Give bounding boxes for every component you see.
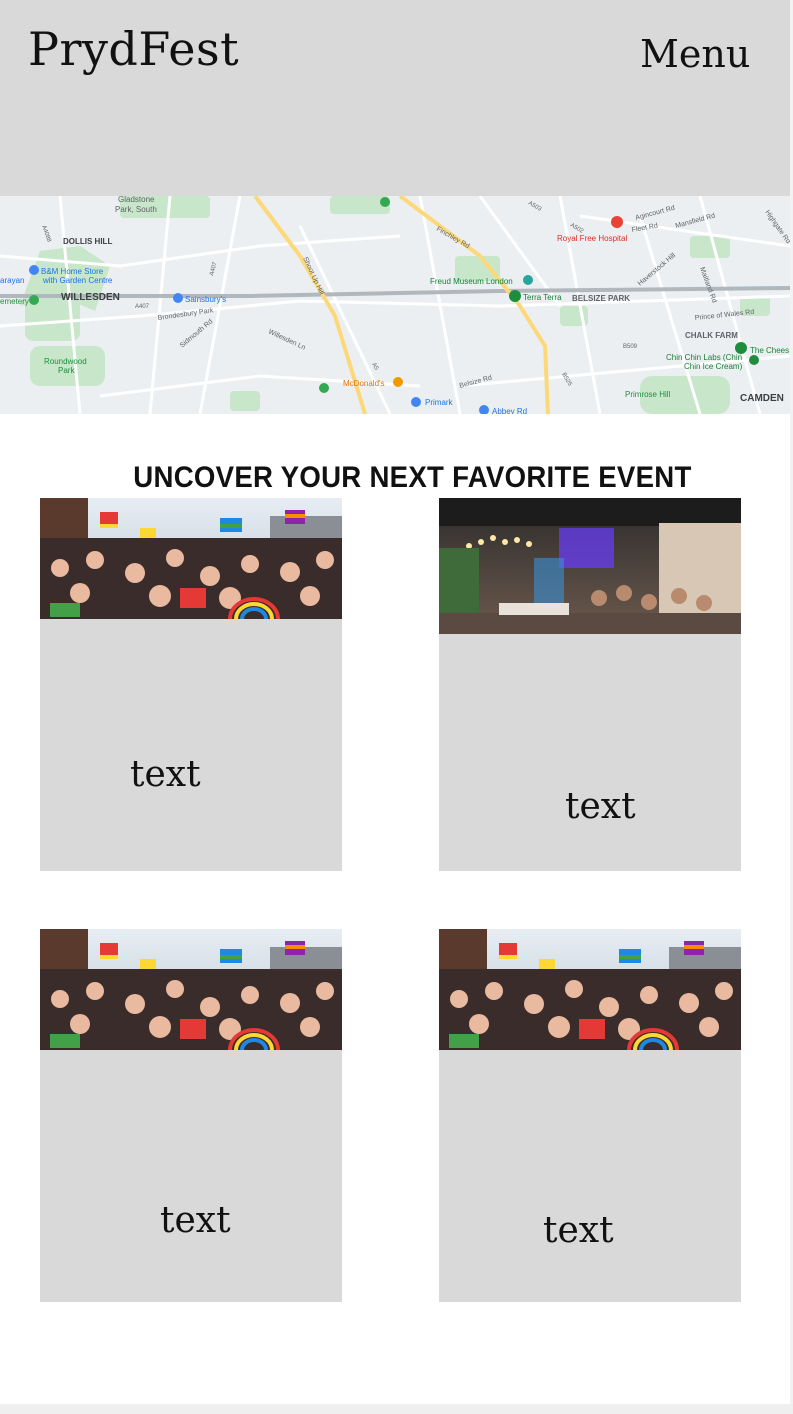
site-header: PrydFest Menu: [0, 0, 790, 196]
map-canvas[interactable]: Gladstone Park, South DOLLIS HILL B&M Ho…: [0, 196, 790, 414]
event-card-label: text: [160, 1200, 231, 1241]
map-label: BELSIZE PARK: [572, 294, 630, 303]
event-card[interactable]: text: [40, 498, 342, 871]
page-bottom-edge: [0, 1404, 793, 1414]
map-label: Primrose Hill: [625, 390, 671, 399]
map-label: Freud Museum London: [430, 277, 513, 286]
map-label: A407: [209, 261, 219, 277]
map-label: Abbey Rd: [492, 407, 527, 414]
event-photo: [439, 498, 741, 634]
event-card-label: text: [565, 786, 636, 827]
map-label: A5: [370, 362, 379, 372]
map-label: arayan: [0, 276, 24, 285]
event-card[interactable]: text: [439, 498, 741, 871]
event-photo: [40, 498, 342, 619]
event-card[interactable]: text: [40, 929, 342, 1302]
map-label: Sainsbury's: [185, 295, 226, 304]
map-label: Park, South: [115, 205, 157, 214]
map-label: Fleet Rd: [631, 222, 658, 234]
map-label: The Chees: [750, 346, 789, 355]
map-label: B&M Home Store: [41, 267, 104, 276]
map-label: A407: [135, 304, 150, 310]
map-label: B509: [623, 344, 638, 350]
section-heading: UNCOVER YOUR NEXT FAVORITE EVENT: [133, 460, 692, 494]
map-label: Terra Terra: [523, 293, 562, 302]
map-label: Park: [58, 366, 75, 375]
map-label: emetery: [0, 297, 29, 306]
map-label: WILLESDEN: [61, 292, 120, 303]
map-label: Royal Free Hospital: [557, 234, 627, 243]
event-card-label: text: [130, 754, 201, 795]
map-label: Primark: [425, 398, 454, 407]
map-label: McDonald's: [343, 379, 385, 388]
map-label: A4088: [40, 225, 52, 244]
event-photo: [439, 929, 741, 1050]
map-label: Chin Ice Cream): [684, 362, 743, 371]
page-right-edge: [790, 0, 793, 1414]
map-label: Roundwood: [44, 357, 87, 366]
map-label: DOLLIS HILL: [63, 237, 112, 246]
event-photo: [40, 929, 342, 1050]
map-label: CAMDEN: [740, 393, 784, 404]
event-map[interactable]: Gladstone Park, South DOLLIS HILL B&M Ho…: [0, 196, 790, 414]
map-label: with Garden Centre: [42, 276, 113, 285]
site-logo[interactable]: PrydFest: [28, 22, 240, 76]
map-label: CHALK FARM: [685, 331, 738, 340]
menu-button[interactable]: Menu: [640, 32, 751, 76]
map-label: Gladstone: [118, 196, 155, 204]
event-card-label: text: [543, 1210, 614, 1251]
event-card[interactable]: text: [439, 929, 741, 1302]
map-label: Chin Chin Labs (Chin: [666, 353, 742, 362]
